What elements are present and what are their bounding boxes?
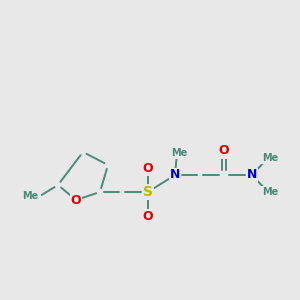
Text: N: N <box>170 169 180 182</box>
Text: Me: Me <box>262 153 278 163</box>
Text: O: O <box>143 161 153 175</box>
Text: N: N <box>247 169 257 182</box>
Text: Me: Me <box>262 187 278 197</box>
Text: Me: Me <box>22 191 38 201</box>
Text: Me: Me <box>171 148 187 158</box>
Text: O: O <box>219 145 229 158</box>
Text: S: S <box>143 185 153 199</box>
Text: O: O <box>143 209 153 223</box>
Text: O: O <box>71 194 81 206</box>
